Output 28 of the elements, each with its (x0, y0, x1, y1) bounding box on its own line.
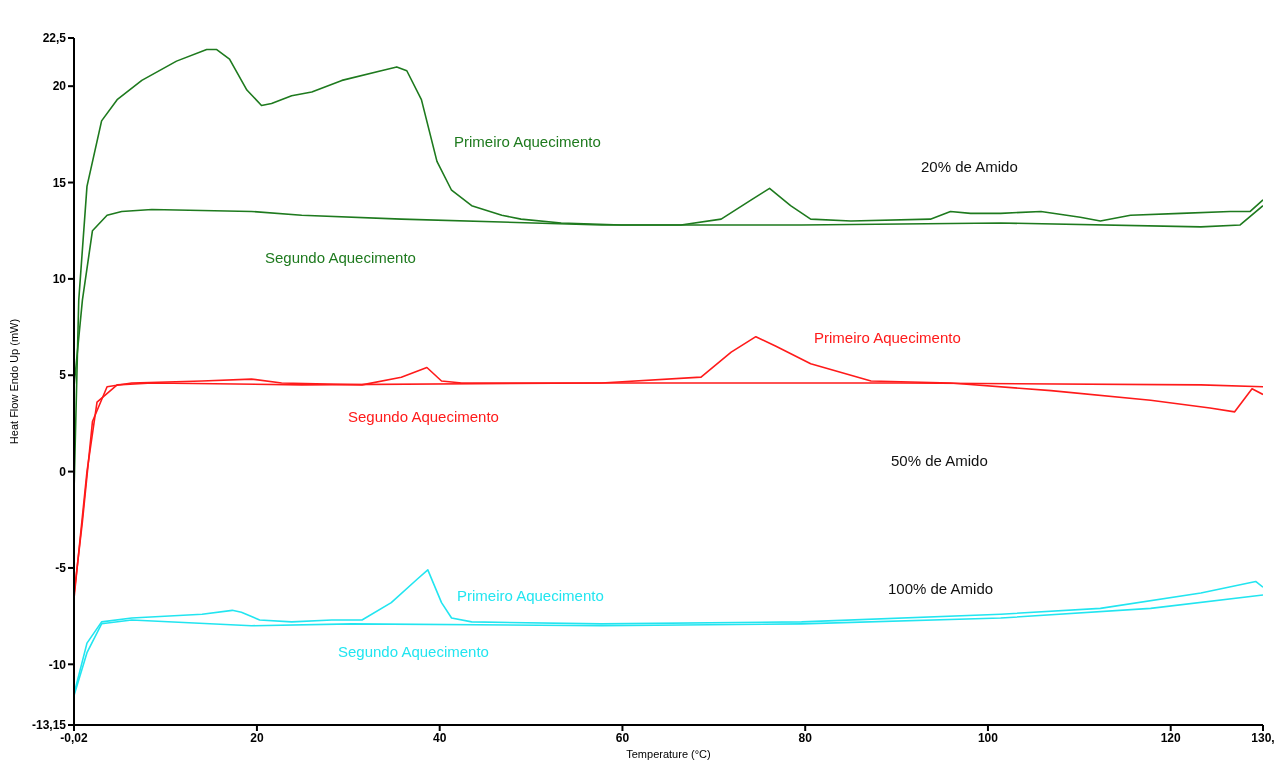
x-tick-label: 100 (977, 730, 999, 745)
series-label: Primeiro Aquecimento (457, 586, 604, 604)
series-label: Primeiro Aquecimento (454, 132, 601, 150)
x-tick-label: 120 (1160, 730, 1182, 745)
x-tick-label: 20 (250, 730, 264, 745)
y-tick-label: -13,15 (31, 718, 67, 733)
y-tick-label: 5 (59, 368, 67, 383)
y-axis-title: Heat Flow Endo Up (mW) (7, 318, 20, 445)
y-tick-label: 0 (59, 464, 67, 479)
series-label: Segundo Aquecimento (348, 407, 499, 425)
series-label: Primeiro Aquecimento (814, 328, 961, 346)
y-tick-label: 22,5 (42, 31, 67, 46)
x-tick-label: 60 (615, 730, 630, 745)
series-label: Segundo Aquecimento (265, 248, 416, 266)
x-axis-title: Temperature (°C) (626, 748, 711, 760)
y-tick-label: -5 (55, 561, 67, 576)
x-tick-label: -0,02 (60, 730, 88, 745)
x-tick-label: 130, (1251, 730, 1275, 745)
x-tick-label: 80 (798, 730, 813, 745)
y-tick-label: 20 (52, 79, 67, 94)
y-tick-label: 10 (52, 272, 67, 287)
y-tick-label: 15 (52, 175, 67, 190)
series-label: Segundo Aquecimento (338, 642, 489, 660)
annotation: 20% de Amido (921, 157, 1018, 175)
x-tick-label: 40 (433, 730, 447, 745)
annotation: 100% de Amido (888, 579, 994, 597)
y-tick-label: -10 (48, 657, 67, 672)
annotation: 50% de Amido (891, 451, 988, 469)
